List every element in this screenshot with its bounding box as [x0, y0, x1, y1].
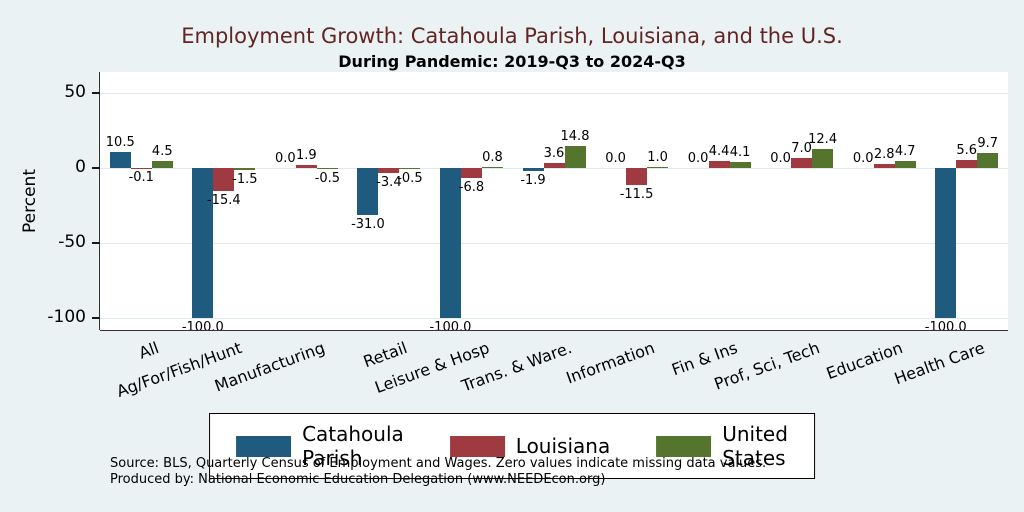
bar	[109, 152, 131, 168]
bar-value-label: -1.9	[520, 172, 546, 188]
bar	[564, 145, 586, 168]
bar-value-label: -1.5	[232, 172, 258, 188]
bar	[708, 161, 730, 168]
bar	[378, 168, 400, 174]
bar-value-label: 4.4	[708, 144, 730, 160]
bar	[626, 168, 648, 186]
bar	[956, 159, 978, 168]
x-axis-label: Fin & Ins	[668, 338, 740, 380]
source-note: Source: BLS, Quarterly Census of Employm…	[110, 456, 767, 471]
bar	[481, 166, 503, 168]
bar-value-label: 4.1	[729, 144, 751, 160]
y-tick-label: 0	[75, 157, 86, 177]
bar-value-label: 4.5	[151, 144, 173, 160]
bar	[316, 168, 338, 169]
bar-value-label: 12.4	[808, 132, 838, 148]
bar-value-label: -6.8	[458, 180, 485, 196]
gridline	[100, 93, 1008, 94]
bar-value-label: 1.0	[647, 149, 668, 165]
bar	[935, 168, 957, 318]
bar-value-label: 0.0	[275, 151, 296, 166]
bar	[873, 163, 895, 168]
legend-label: Catahoula Parish	[302, 422, 404, 470]
produced-by-note: Produced by: National Economic Education…	[110, 472, 606, 487]
bar	[460, 168, 482, 179]
bar	[543, 162, 565, 168]
x-axis-label: Retail	[360, 338, 410, 372]
gridline	[100, 318, 1008, 319]
bar-value-label: -15.4	[206, 193, 241, 209]
bar	[151, 161, 173, 168]
bar-value-label: -0.1	[128, 170, 154, 186]
y-tick-label: -50	[58, 232, 86, 252]
bar-value-label: -0.5	[397, 170, 423, 186]
bar-value-label: 0.0	[605, 151, 626, 166]
y-tick-label: 50	[64, 82, 86, 102]
bar	[894, 160, 916, 168]
bar-value-label: -100.0	[181, 320, 224, 335]
legend-item: Catahoula Parish	[236, 422, 404, 470]
bar-value-label: 5.6	[956, 142, 978, 158]
x-axis-label: Trans. & Ware.	[459, 338, 575, 396]
x-axis-label: Information	[563, 338, 658, 388]
plot-area: 10.5 -100.0 0.0 -31.0 -100.0 -1.9 0.0 0.0 0.0 0.0…	[100, 72, 1008, 335]
bar	[647, 166, 669, 168]
bar-value-label: 0.8	[482, 149, 503, 165]
bar-value-label: 7.0	[791, 140, 812, 156]
x-axis-label: Education	[823, 338, 905, 384]
y-axis-title: Percent	[20, 169, 40, 233]
bar-value-label: 14.8	[560, 128, 590, 144]
legend: Catahoula Parish Louisiana United States	[209, 413, 815, 479]
x-axis-label: Ag/For/Fish/Hunt	[113, 338, 245, 401]
footer: Source: BLS, Quarterly Census of Employm…	[110, 456, 766, 488]
legend-swatch	[449, 435, 505, 457]
x-axis-line	[100, 330, 1008, 331]
bar-value-label: 3.6	[543, 145, 565, 161]
bar-value-label: 0.0	[852, 151, 874, 166]
bar	[522, 168, 544, 171]
bar-value-label: 2.8	[873, 146, 895, 162]
x-axis-label: Prof, Sci, Tech	[711, 338, 823, 394]
bar-value-label: -11.5	[619, 187, 654, 203]
legend-label: Louisiana	[515, 434, 611, 458]
legend-item: Louisiana	[449, 434, 611, 458]
x-axis-label: All	[136, 338, 162, 363]
bar-value-label: 0.0	[687, 151, 709, 166]
bar	[399, 168, 421, 169]
bar	[295, 165, 317, 168]
bar-value-label: -3.4	[376, 175, 402, 191]
x-axis-label: Manufacturing	[211, 338, 327, 396]
legend-label: United States	[722, 422, 788, 470]
legend-item: United States	[656, 422, 788, 470]
bar-value-label: -31.0	[351, 216, 385, 232]
bar	[812, 149, 834, 168]
x-axis-label: Health Care	[891, 338, 988, 389]
gridline	[100, 243, 1008, 244]
gridline	[100, 168, 1008, 169]
bar-value-label: 1.9	[296, 148, 317, 164]
bar-value-label: -100.0	[429, 320, 472, 335]
chart-subtitle: During Pandemic: 2019-Q3 to 2024-Q3	[338, 52, 686, 71]
bar	[439, 168, 461, 318]
bar-value-label: -100.0	[924, 320, 967, 335]
chart-title: Employment Growth: Catahoula Parish, Lou…	[181, 24, 843, 48]
legend-swatch	[656, 435, 712, 457]
legend-swatch	[236, 435, 292, 457]
bar-value-label: 10.5	[105, 135, 135, 151]
bar	[357, 168, 379, 215]
bar	[192, 168, 214, 318]
bar	[977, 153, 999, 168]
bar	[791, 157, 813, 168]
bar-value-label: 0.0	[770, 151, 791, 166]
bar-value-label: -0.5	[314, 170, 341, 186]
bar	[213, 168, 235, 192]
y-tick-label: -100	[47, 307, 86, 327]
x-axis-label: Leisure & Hosp	[372, 338, 492, 398]
bar	[729, 161, 751, 168]
bar-value-label: 4.7	[894, 143, 916, 159]
bar	[234, 168, 256, 171]
bar-value-label: 9.7	[977, 136, 999, 152]
y-axis-line	[99, 72, 100, 330]
